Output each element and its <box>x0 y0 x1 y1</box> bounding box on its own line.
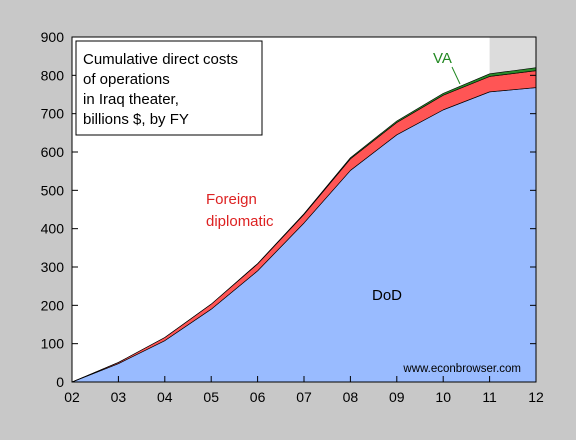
y-tick-label: 200 <box>41 297 65 313</box>
x-tick-label: 02 <box>64 389 80 405</box>
x-tick-label: 05 <box>203 389 219 405</box>
series-label-va: VA <box>433 50 452 67</box>
y-tick-label: 500 <box>41 182 65 198</box>
title-box-frame <box>75 40 263 136</box>
y-tick-label: 0 <box>56 374 64 390</box>
y-tick-label: 600 <box>41 144 65 160</box>
title-line-4: billions $, by FY <box>83 111 189 128</box>
y-tick-label: 800 <box>41 67 65 83</box>
series-label-foreign-line2: diplomatic <box>206 213 274 230</box>
x-tick-label: 04 <box>157 389 173 405</box>
title-line-1: Cumulative direct costs <box>83 51 238 68</box>
x-tick-label: 07 <box>296 389 312 405</box>
title-line-2: of operations <box>83 71 170 88</box>
x-tick-label: 09 <box>389 389 405 405</box>
series-label-dod: DoD <box>372 287 402 304</box>
x-tick-label: 10 <box>435 389 451 405</box>
y-tick-label: 300 <box>41 259 65 275</box>
credit-text: www.econbrowser.com <box>402 363 521 375</box>
y-axis-ticks: 0 100 200 300 400 500 600 700 800 900 <box>41 29 536 390</box>
x-tick-label: 11 <box>482 389 497 405</box>
x-tick-label: 03 <box>111 389 127 405</box>
series-label-foreign-line1: Foreign <box>206 191 257 208</box>
x-tick-label: 12 <box>528 389 544 405</box>
y-tick-label: 700 <box>41 106 65 122</box>
x-tick-label: 08 <box>343 389 359 405</box>
title-line-3: in Iraq theater, <box>83 91 179 108</box>
y-tick-label: 100 <box>41 336 65 352</box>
y-tick-label: 900 <box>41 29 65 45</box>
x-axis-ticks: 02 03 04 05 06 07 08 09 10 11 12 <box>64 376 544 405</box>
title-box: Cumulative direct costs of operations in… <box>75 40 263 136</box>
y-tick-label: 400 <box>41 221 65 237</box>
va-label-pointer <box>451 66 461 85</box>
x-tick-label: 06 <box>250 389 266 405</box>
